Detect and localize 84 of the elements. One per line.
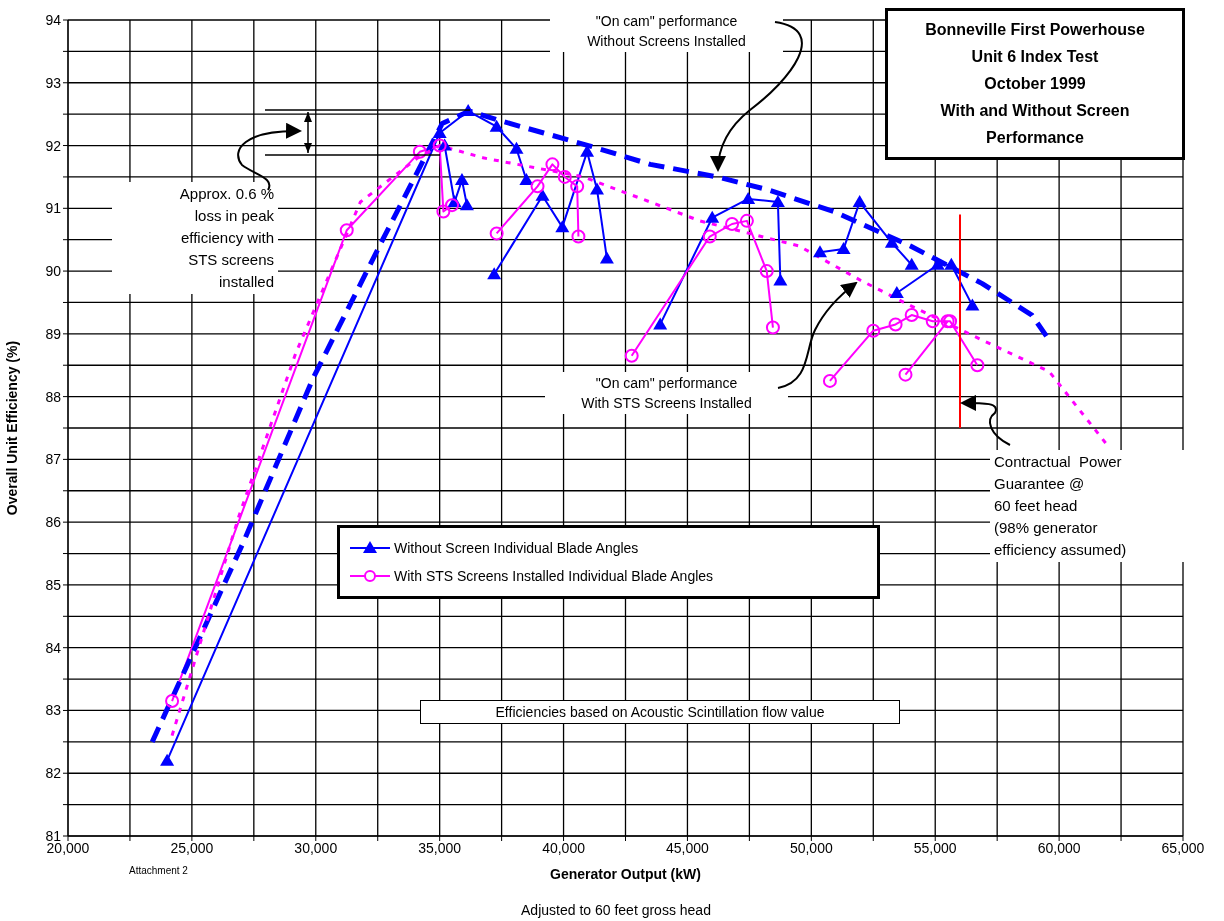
point bbox=[165, 694, 180, 709]
point bbox=[765, 320, 780, 335]
point bbox=[866, 323, 881, 338]
point bbox=[770, 195, 785, 208]
point bbox=[454, 173, 469, 186]
point bbox=[705, 210, 720, 223]
annotation: Approx. 0.6 % loss in peak efficiency with STS screens installed bbox=[178, 184, 274, 292]
y-tick-label: 86 bbox=[45, 514, 62, 531]
point bbox=[557, 169, 572, 184]
y-tick-label: 87 bbox=[45, 451, 62, 468]
x-tick-label: 40,000 bbox=[542, 839, 586, 856]
point bbox=[432, 138, 447, 153]
title-frame: Bonneville First Powerhouse Unit 6 Index Test October 1999 With and Without Screen Performance bbox=[885, 8, 1185, 160]
y-tick-label: 94 bbox=[45, 11, 62, 28]
point bbox=[412, 144, 427, 159]
note-box: Approx. 0.6 % loss in peak efficiency with STS screens installed bbox=[112, 182, 278, 294]
point bbox=[904, 308, 919, 323]
x-axis-title: Generator Output (kW) bbox=[550, 866, 701, 882]
y-tick-label: 82 bbox=[45, 765, 62, 782]
annotation: "On cam" performance With STS Screens Installed bbox=[580, 374, 753, 413]
point bbox=[653, 317, 668, 330]
point bbox=[852, 195, 867, 208]
point bbox=[570, 179, 585, 194]
point bbox=[773, 273, 788, 286]
point bbox=[590, 182, 605, 195]
y-tick-label: 91 bbox=[45, 200, 62, 217]
point bbox=[813, 245, 828, 258]
point bbox=[898, 367, 913, 382]
x-tick-label: 25,000 bbox=[170, 839, 214, 856]
point bbox=[509, 141, 524, 154]
x-tick-label: 65,000 bbox=[1161, 839, 1205, 856]
point bbox=[904, 257, 919, 270]
y-tick-label: 93 bbox=[45, 74, 62, 91]
point bbox=[944, 257, 959, 270]
x-tick-label: 45,000 bbox=[666, 839, 710, 856]
y-tick-label: 89 bbox=[45, 325, 62, 342]
point bbox=[741, 191, 756, 204]
y-tick-label: 90 bbox=[45, 263, 62, 280]
point bbox=[459, 198, 474, 211]
x-tick-label: 55,000 bbox=[913, 839, 957, 856]
point bbox=[739, 213, 754, 228]
point bbox=[624, 348, 639, 363]
x-tick-label: 60,000 bbox=[1037, 839, 1081, 856]
point bbox=[519, 173, 534, 186]
point bbox=[555, 220, 570, 233]
x-tick-label: 30,000 bbox=[294, 839, 338, 856]
point bbox=[530, 179, 545, 194]
point bbox=[339, 223, 354, 238]
point bbox=[545, 157, 560, 172]
y-tick-label: 84 bbox=[45, 639, 62, 656]
point bbox=[759, 264, 774, 279]
point bbox=[599, 251, 614, 264]
annotation: Efficiencies based on Acoustic Scintillation flow value bbox=[494, 703, 826, 722]
y-tick-label: 92 bbox=[45, 137, 62, 154]
y-tick-label: 88 bbox=[45, 388, 62, 405]
y-tick-label: 81 bbox=[45, 827, 62, 844]
point bbox=[445, 198, 460, 213]
y-tick-label: 85 bbox=[45, 576, 62, 593]
point bbox=[888, 317, 903, 332]
x-tick-label: 50,000 bbox=[789, 839, 833, 856]
point bbox=[725, 217, 740, 231]
point bbox=[571, 229, 586, 244]
y-axis-title: Overall Unit Efficiency (%) bbox=[3, 340, 20, 516]
point bbox=[836, 242, 851, 255]
x-tick-label: 35,000 bbox=[418, 839, 462, 856]
point bbox=[487, 267, 502, 280]
y-tick-label: 83 bbox=[45, 702, 62, 719]
point bbox=[489, 226, 504, 241]
point bbox=[889, 286, 904, 299]
annotation: "On cam" performance Without Screens Installed bbox=[586, 12, 747, 51]
point bbox=[822, 373, 837, 388]
note-box: "On cam" performance With STS Screens Installed bbox=[545, 372, 788, 414]
point bbox=[436, 204, 451, 219]
point bbox=[489, 119, 504, 132]
legend-label: With STS Screens Installed Individual Blade Angles bbox=[394, 568, 714, 584]
point bbox=[160, 753, 175, 766]
legend-label: Without Screen Individual Blade Angles bbox=[394, 540, 639, 556]
point bbox=[965, 298, 980, 311]
point bbox=[535, 188, 550, 201]
annotation: Contractual Power Guarantee @ 60 feet head (98% generator efficiency assumed) bbox=[994, 452, 1128, 560]
note-box: Efficiencies based on Acoustic Scintillation flow value bbox=[420, 700, 900, 724]
point bbox=[925, 314, 940, 329]
point bbox=[702, 229, 717, 244]
point bbox=[970, 358, 985, 373]
